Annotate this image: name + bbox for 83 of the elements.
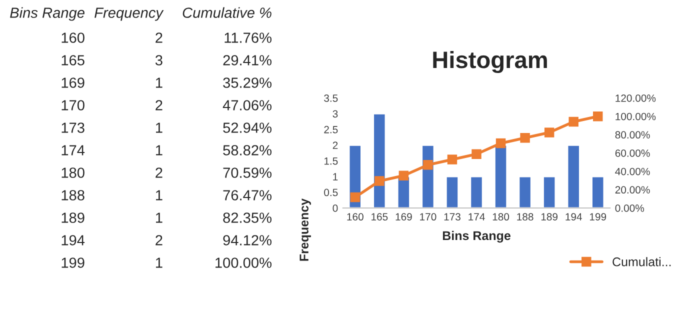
x-tick-label: 188: [517, 213, 534, 221]
text: 70.59%: [223, 168, 272, 178]
x-tick-label: 189: [541, 213, 558, 221]
x-tick-label: 194: [566, 213, 582, 221]
y2-tick-label: 80.00%: [615, 131, 650, 139]
text: 1: [156, 78, 162, 88]
x-tick-label: 174: [468, 213, 485, 220]
text: 1: [156, 258, 162, 268]
text: 180: [62, 168, 84, 178]
y2-tick-label: 20.00%: [615, 186, 650, 194]
point: [350, 192, 360, 202]
text: 165: [62, 55, 84, 66]
point: [593, 111, 603, 122]
chart-title: Histogram: [433, 50, 547, 74]
text: 100.00%: [216, 258, 272, 268]
point: [544, 128, 554, 138]
text: Bins Range: [10, 7, 84, 21]
x-tick-label: 169: [396, 213, 412, 221]
text: 1: [156, 190, 162, 200]
text: 173: [62, 122, 84, 133]
x-tick-label: 160: [347, 213, 364, 221]
y-tick-label: 1: [333, 173, 338, 180]
y-axis-title: Frequency: [300, 198, 311, 261]
y-tick-label: 1.5: [324, 157, 338, 165]
text: 47.06%: [222, 100, 272, 110]
bar: [518, 176, 532, 208]
text: 188: [62, 190, 84, 200]
y2-tick-label: 100.00%: [616, 112, 656, 120]
text: 199: [62, 258, 84, 268]
point: [520, 133, 530, 143]
text: 194: [62, 235, 85, 246]
text: Cumulative %: [182, 7, 272, 18]
text: 58.82%: [223, 145, 272, 156]
x-axis-title: Bins Range: [442, 230, 510, 243]
x-tick-label: 180: [492, 213, 510, 221]
text: 2: [156, 168, 162, 178]
bar: [591, 176, 605, 208]
bar: [445, 176, 459, 208]
text: 3: [155, 55, 162, 66]
x-tick-label: 173: [444, 213, 460, 221]
y-tick-label: 3.5: [324, 94, 338, 102]
text: 2: [156, 235, 162, 246]
x-tick-label: 199: [590, 213, 606, 221]
text: 174: [62, 145, 85, 156]
x-tick-label: 170: [420, 213, 436, 221]
text: 1: [156, 145, 162, 156]
point: [472, 149, 482, 159]
text: 2: [156, 100, 162, 110]
text: 52.94%: [223, 122, 272, 133]
point: [496, 138, 506, 148]
text: 2: [156, 32, 162, 43]
bar: [566, 144, 580, 208]
bar: [542, 176, 556, 208]
text: 82.35%: [223, 212, 272, 223]
y2-tick-label: 0.00%: [615, 204, 644, 212]
y-tick-label: 2.5: [324, 126, 338, 134]
point: [423, 160, 433, 170]
y-tick-label: 2: [332, 142, 338, 149]
text: 170: [62, 100, 84, 110]
y2-tick-label: 120.00%: [616, 94, 656, 102]
x-tick-label: 165: [372, 213, 388, 221]
text: 1: [156, 122, 162, 133]
text: 169: [62, 78, 84, 88]
y2-tick-label: 40.00%: [615, 168, 650, 176]
point: [374, 176, 384, 186]
point: [447, 154, 458, 164]
y2-tick-label: 60.00%: [615, 150, 650, 157]
text: 11.76%: [224, 32, 272, 43]
point: [398, 170, 409, 181]
text: 1: [156, 212, 162, 223]
bar: [494, 144, 508, 208]
y-tick-label: 3: [332, 110, 338, 118]
bar: [470, 176, 484, 208]
y-tick-label: 0.5: [324, 188, 338, 196]
text: 29.41%: [223, 55, 272, 66]
point: [568, 116, 578, 127]
text: 160: [62, 32, 84, 43]
text: 76.47%: [223, 190, 272, 200]
y-tick-label: 0: [332, 204, 338, 212]
text: 35.29%: [223, 78, 272, 88]
legend-label: Cumulati...: [612, 257, 671, 266]
text: Frequency: [94, 8, 164, 21]
text: 94.12%: [223, 235, 272, 246]
